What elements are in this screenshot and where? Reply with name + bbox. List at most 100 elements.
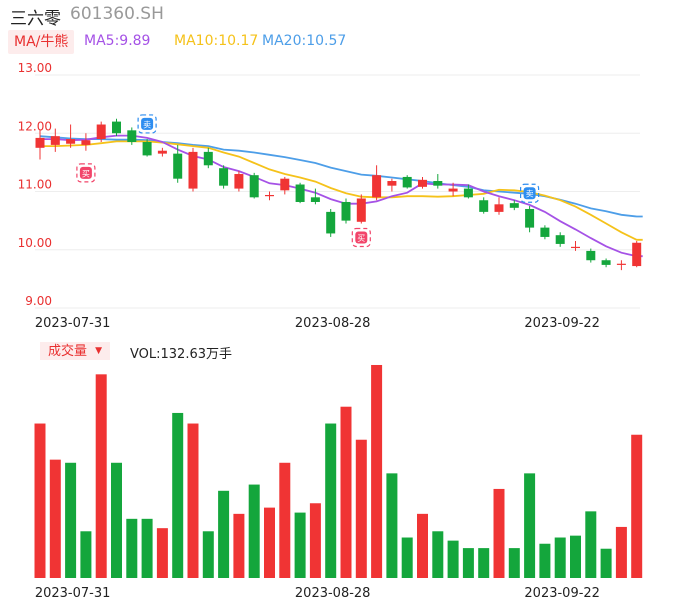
candle-body <box>188 151 198 189</box>
signal-badge <box>355 231 368 244</box>
volume-bar <box>187 423 199 578</box>
signal-badge <box>523 187 536 200</box>
buy-signal-icon[interactable]: 买 <box>76 163 96 183</box>
volume-bar <box>309 503 321 578</box>
signal-frame <box>519 183 540 203</box>
ma10-line <box>40 140 643 241</box>
candle-body <box>494 204 504 212</box>
candle-body <box>479 200 489 212</box>
volume-bar <box>279 462 291 578</box>
candle-body <box>616 263 626 265</box>
candle-body <box>96 124 106 140</box>
volume-bar <box>49 459 61 578</box>
candle-body <box>448 188 458 192</box>
volume-bar <box>478 548 490 578</box>
candle-body <box>157 150 167 154</box>
volume-bar <box>65 462 77 578</box>
volume-value: VOL:132.63万手 <box>130 347 233 362</box>
x-tick-label: 2023-08-28 <box>295 316 371 331</box>
y-tick-label: 9.00 <box>25 294 52 308</box>
candle-body <box>509 203 519 208</box>
volume-bar <box>355 439 367 578</box>
volume-x-tick-label: 2023-09-22 <box>524 586 600 601</box>
candle-body <box>341 201 351 221</box>
candle-body <box>173 153 183 179</box>
volume-bar <box>447 540 459 578</box>
volume-bar <box>615 526 627 578</box>
candle-body <box>219 168 229 186</box>
volume-bar <box>585 511 597 578</box>
volume-bar <box>248 484 260 578</box>
volume-bar <box>508 548 520 578</box>
candle-body <box>127 130 137 142</box>
candle-body <box>142 141 152 156</box>
signal-badge <box>79 166 92 179</box>
volume-x-tick-label: 2023-08-28 <box>295 586 371 601</box>
candle-body <box>203 151 213 166</box>
signal-badge <box>141 117 154 130</box>
candle-body <box>265 194 274 197</box>
y-tick-label: 10.00 <box>18 236 52 250</box>
volume-bar <box>141 518 153 578</box>
y-tick-label: 13.00 <box>18 61 52 75</box>
ma10-legend: MA10:10.17 <box>174 33 259 49</box>
candle-body <box>402 176 412 188</box>
candle-body <box>112 121 121 134</box>
signal-frame <box>76 163 96 183</box>
volume-bar <box>340 406 352 578</box>
volume-bar <box>95 374 107 578</box>
volume-bar <box>233 513 245 578</box>
volume-bar <box>631 434 643 578</box>
volume-bar <box>218 490 230 578</box>
ma20-line <box>39 135 643 218</box>
signal-label: 卖 <box>143 120 151 129</box>
candle-body <box>280 178 290 191</box>
volume-bar <box>462 548 474 578</box>
volume-indicator-dropdown[interactable]: 成交量 ▼ <box>40 342 111 360</box>
candle-body <box>433 181 443 186</box>
stock-name: 三六零 <box>10 9 61 29</box>
candle-body <box>81 140 91 145</box>
candle-body <box>66 139 76 144</box>
candle-body <box>586 250 596 261</box>
candle-body <box>249 175 259 198</box>
volume-bar <box>202 531 214 578</box>
volume-bar <box>156 528 168 578</box>
volume-bar <box>172 412 184 578</box>
candle-body <box>418 179 427 187</box>
signal-frame <box>351 227 371 248</box>
volume-bar <box>432 531 444 578</box>
volume-bar <box>401 537 413 578</box>
signal-label: 买 <box>82 169 90 178</box>
x-tick-label: 2023-07-31 <box>35 316 111 331</box>
signal-label: 买 <box>357 234 365 243</box>
candle-body <box>310 197 320 202</box>
volume-bar <box>34 423 46 578</box>
volume-title: 成交量 <box>48 344 88 359</box>
volume-bar <box>600 548 612 578</box>
candle-body <box>372 175 382 198</box>
candle-body <box>525 208 535 228</box>
candle-body <box>326 211 336 234</box>
volume-x-tick-label: 2023-07-31 <box>35 586 111 601</box>
candle-body <box>571 246 580 249</box>
candle-body <box>35 137 45 148</box>
candle-body <box>601 260 611 265</box>
candle-body <box>632 242 642 267</box>
volume-bar <box>554 537 566 578</box>
stock-code: 601360.SH <box>70 4 164 24</box>
volume-bar <box>417 513 428 578</box>
volume-bar <box>493 488 505 578</box>
buy-signal-icon[interactable]: 买 <box>351 227 371 248</box>
volume-bar <box>80 531 92 578</box>
volume-bar <box>325 423 337 578</box>
ma-toggle-button[interactable]: MA/牛熊 <box>8 30 75 54</box>
volume-bar <box>111 462 122 578</box>
ma5-legend: MA5:9.89 <box>84 33 151 49</box>
sell-signal-icon[interactable]: 卖 <box>137 114 157 134</box>
signal-frame <box>137 114 157 134</box>
sell-signal-icon[interactable]: 卖 <box>519 183 540 203</box>
y-tick-label: 11.00 <box>18 178 52 192</box>
volume-bar <box>126 518 138 578</box>
